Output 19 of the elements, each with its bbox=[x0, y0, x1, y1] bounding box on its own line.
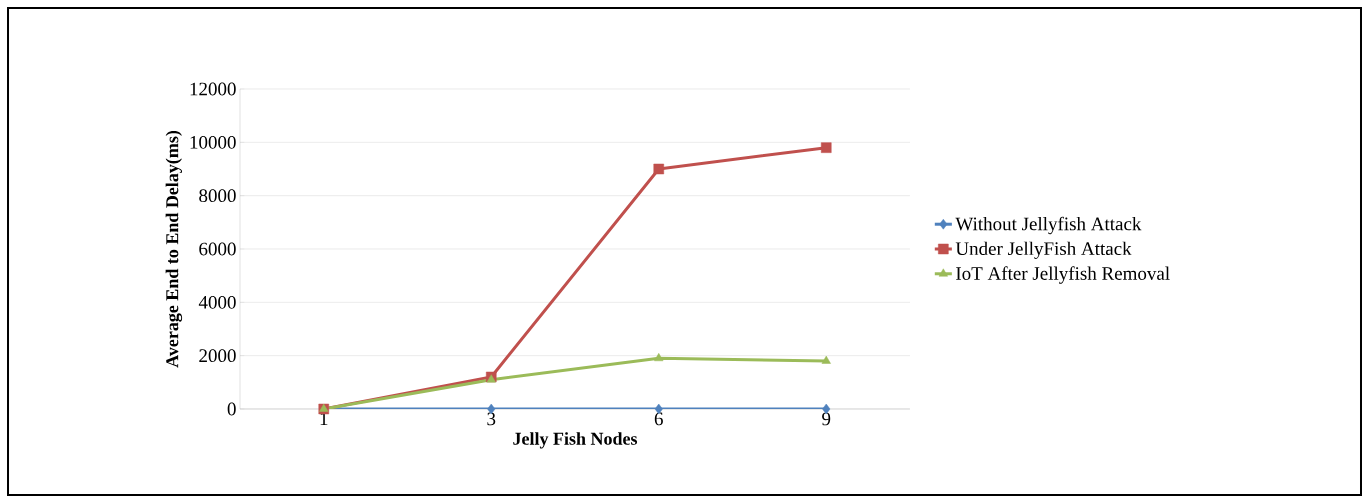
legend-label: IoT After Jellyfish Removal bbox=[956, 266, 1170, 284]
x-tick-label: 9 bbox=[822, 412, 831, 426]
y-tick-label: 2000 bbox=[199, 349, 236, 363]
y-tick-label: 12000 bbox=[190, 82, 236, 96]
point bbox=[821, 355, 831, 364]
y-tick-label: 10000 bbox=[190, 135, 236, 149]
x-axis-title: Jelly Fish Nodes bbox=[513, 432, 638, 449]
y-tick-label: 6000 bbox=[199, 242, 236, 256]
y-axis-title: Average End to End Delay(ms) bbox=[165, 130, 183, 368]
x-tick-label: 6 bbox=[654, 412, 663, 426]
point bbox=[821, 142, 832, 153]
y-tick-label: 8000 bbox=[199, 189, 236, 203]
y-tick-label: 4000 bbox=[198, 295, 236, 309]
legend-label: Without Jellyfish Attack bbox=[955, 216, 1142, 235]
x-tick-label: 3 bbox=[487, 412, 496, 426]
legend-label: Under JellyFish Attack bbox=[955, 241, 1132, 259]
y-tick-label: 0 bbox=[227, 402, 236, 416]
point bbox=[653, 163, 664, 175]
point bbox=[654, 353, 664, 362]
